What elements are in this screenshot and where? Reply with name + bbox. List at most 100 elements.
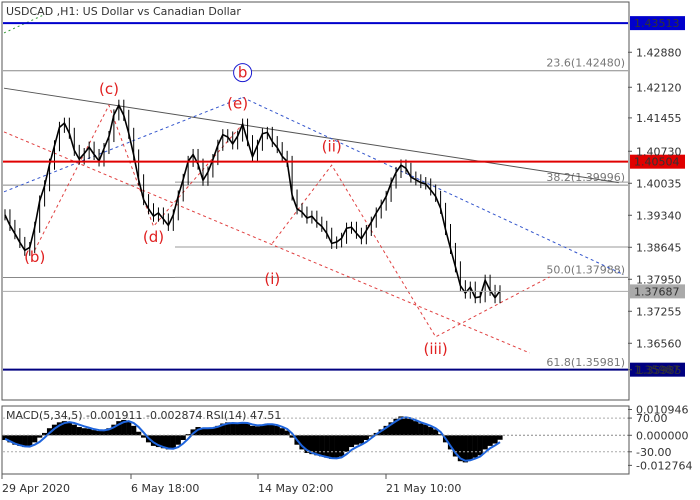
macd-bar	[66, 421, 72, 436]
level-price-tag	[630, 154, 685, 169]
macd-bar	[343, 435, 350, 452]
time-tick-label: 29 Apr 2020	[2, 482, 70, 495]
chart-title: USDCAD ,H1: US Dollar vs Canadian Dollar	[6, 5, 241, 18]
macd-bar	[462, 435, 468, 463]
macd-bar	[91, 430, 97, 436]
macd-bar	[388, 422, 394, 436]
macd-bar	[7, 435, 13, 443]
macd-bar	[121, 419, 127, 436]
macd-bar	[289, 435, 295, 438]
macd-bar	[230, 423, 236, 436]
macd-bar	[170, 435, 176, 449]
macd-bar	[141, 435, 147, 438]
macd-bar	[205, 428, 211, 436]
price-tick-label: 1.37950	[636, 273, 682, 286]
price-tick-label: 1.40730	[636, 145, 682, 158]
macd-bar	[259, 424, 265, 436]
macd-bar	[106, 428, 112, 436]
macd-bar	[423, 424, 429, 436]
macd-bar	[447, 435, 454, 450]
macd-bar	[398, 416, 404, 436]
macd-bar	[492, 435, 498, 444]
level-price-label: 1.40504	[634, 156, 680, 169]
price-tick-label: 1.41455	[636, 112, 682, 125]
macd-bar	[150, 435, 157, 446]
macd-bar	[324, 435, 330, 458]
macd-bar	[81, 428, 87, 436]
macd-bar	[269, 424, 275, 436]
wave-label: (e)	[227, 94, 248, 112]
macd-bar	[428, 427, 434, 436]
macd-bar	[200, 428, 206, 436]
level-price-label: 1.37687	[634, 285, 680, 298]
macd-bar	[220, 423, 226, 436]
macd-bar	[497, 435, 503, 440]
time-axis: 29 Apr 2020 6 May 18:00 14 May 02:00 21 May…	[1, 474, 461, 495]
price-tick-label: 1.42880	[636, 46, 682, 59]
macd-bar	[76, 427, 82, 436]
price-tick-label: 1.35985	[636, 364, 682, 377]
macd-bar	[215, 425, 221, 436]
macd-bar	[457, 435, 463, 462]
macd-bar	[126, 421, 132, 436]
macd-bar	[17, 435, 23, 446]
macd-bar	[314, 435, 320, 456]
macd-bar	[383, 425, 389, 436]
wave-label: (d)	[143, 228, 164, 246]
macd-bar	[240, 422, 246, 436]
macd-bar	[71, 424, 77, 436]
macd-bar	[393, 418, 399, 436]
macd-bar	[27, 435, 33, 446]
macd-bar	[210, 427, 216, 436]
macd-bar	[378, 429, 384, 436]
macd-bar	[96, 431, 102, 436]
main-chart-frame	[1, 1, 630, 401]
lower-channel-line	[3, 131, 530, 354]
level-price-label: 1.35987	[634, 364, 680, 377]
macd-bar	[254, 426, 261, 436]
macd-bar	[358, 435, 364, 444]
wave-labels: (b) (c) (d) b (e) (i) (ii) (iii)	[24, 63, 448, 358]
wave-label: (c)	[99, 80, 119, 98]
level-price-tag	[630, 284, 685, 299]
fib-label: 61.8(1.35981)	[546, 356, 625, 369]
macd-bar	[438, 434, 444, 436]
macd-rsi-series	[2, 416, 628, 463]
macd-bar	[61, 421, 67, 436]
wave-label: (i)	[264, 270, 280, 288]
macd-bar	[244, 423, 251, 436]
macd-bar	[86, 428, 92, 436]
macd-bar	[136, 431, 142, 436]
price-tick-label: 1.39340	[636, 209, 682, 222]
macd-bar	[452, 435, 459, 457]
macd-bar	[195, 427, 201, 436]
indicator-tick-label: -0.012764	[636, 459, 692, 472]
macd-bar	[284, 430, 290, 436]
level-price-label: 1.43513	[634, 17, 680, 30]
macd-bar	[180, 435, 186, 440]
macd-bar	[477, 435, 483, 456]
macd-bar	[12, 435, 18, 445]
macd-bar	[299, 435, 305, 450]
macd-bar	[309, 435, 315, 455]
macd-bar	[482, 435, 488, 450]
macd-bar	[56, 422, 63, 436]
price-tick-label: 1.37255	[636, 305, 682, 318]
fib-label: 23.6(1.42480)	[546, 57, 625, 70]
macd-bar	[408, 418, 414, 436]
macd-bar	[101, 430, 107, 436]
price-tick-label: 1.42120	[636, 81, 682, 94]
macd-bar	[175, 435, 181, 445]
time-tick-label: 6 May 18:00	[131, 482, 199, 495]
macd-bar	[304, 435, 310, 453]
macd-bar	[348, 435, 355, 448]
macd-bar	[37, 435, 43, 438]
macd-bar	[403, 416, 409, 436]
price-tick-label: 1.38645	[636, 241, 682, 254]
macd-bar	[165, 435, 171, 450]
price-tick-label: 1.36560	[636, 337, 682, 350]
horizontal-levels: 1.43513 1.40504 1.37687 1.35987	[3, 16, 685, 377]
macd-bar	[160, 435, 166, 449]
